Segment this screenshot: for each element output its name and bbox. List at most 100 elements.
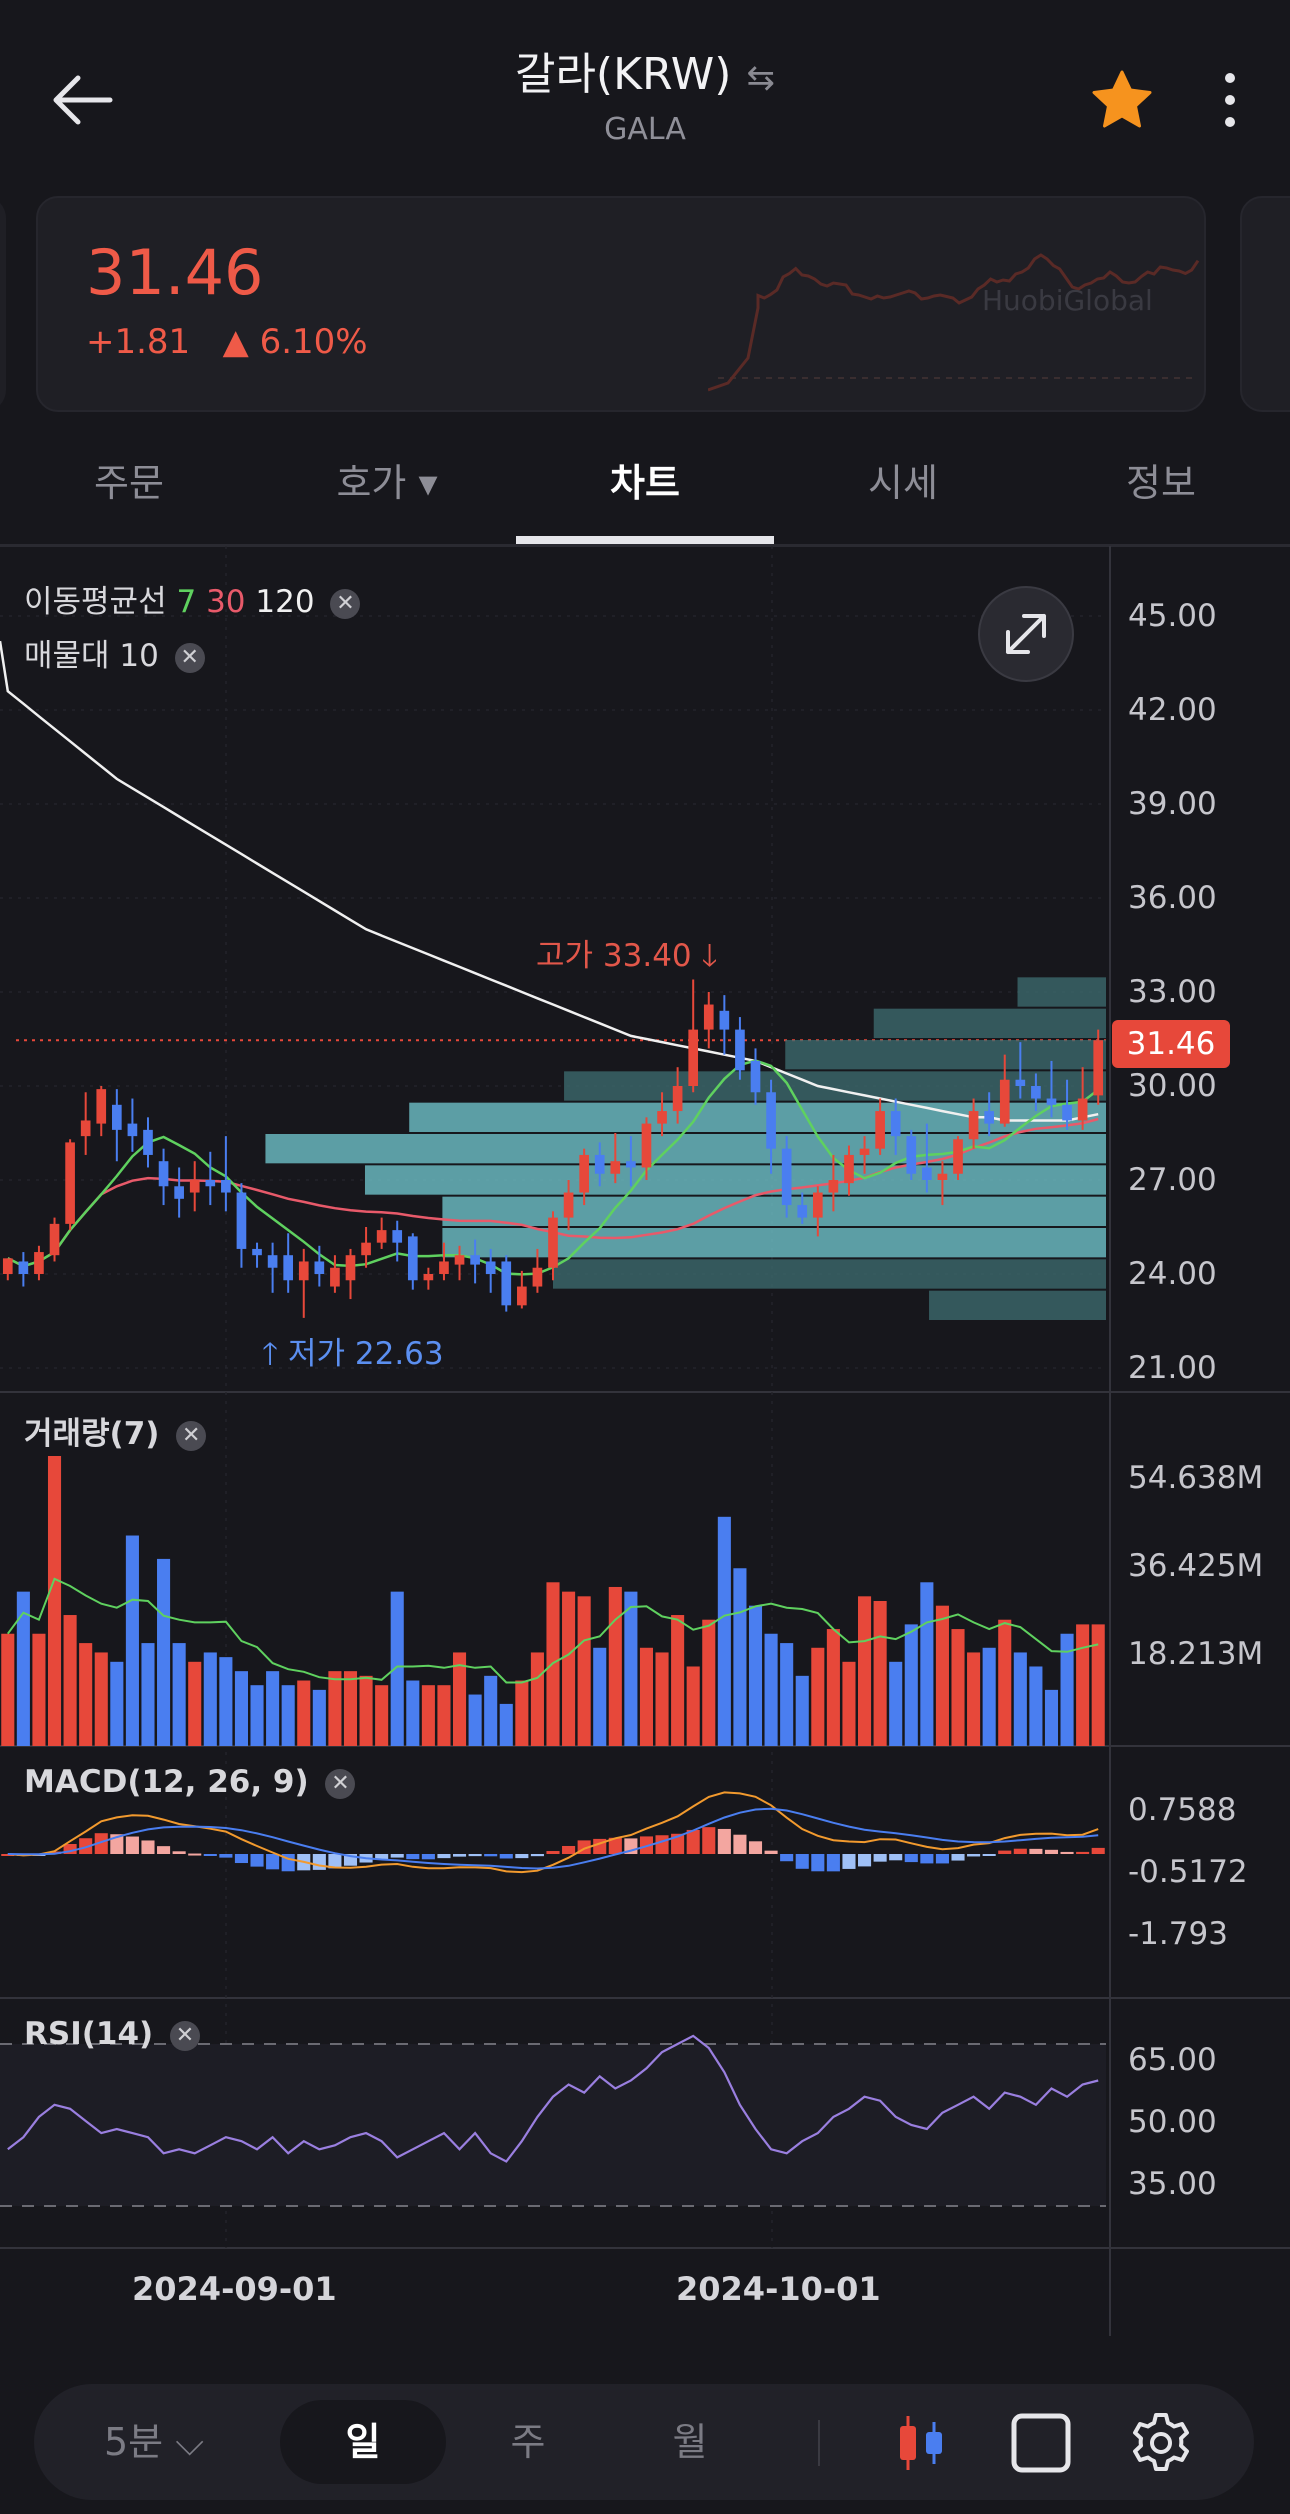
tab-bar: 주문 호가 ▾ 차트 시세 정보 <box>0 430 1290 546</box>
macd-histogram-bar <box>655 1835 669 1854</box>
candle-body <box>485 1261 496 1274</box>
candlestick-icon[interactable] <box>890 2412 952 2474</box>
back-button[interactable] <box>44 60 124 140</box>
candle-body <box>407 1236 418 1281</box>
volume-bar <box>686 1666 700 1746</box>
close-icon[interactable]: ✕ <box>174 642 205 673</box>
macd-histogram-bar <box>1029 1848 1043 1854</box>
tab-chart[interactable]: 차트 <box>610 461 680 505</box>
period-day-button[interactable]: 일 <box>280 2400 446 2484</box>
volume-bar <box>79 1643 93 1746</box>
low-label: 저가 22.63 <box>287 1336 444 1372</box>
macd-histogram-bar <box>1076 1851 1090 1854</box>
prev-card[interactable] <box>0 196 6 412</box>
macd-histogram-bar <box>842 1854 856 1869</box>
candle-body <box>314 1261 325 1274</box>
volume-profile-bar <box>442 1228 1106 1258</box>
candle-body <box>517 1286 527 1306</box>
macd-line <box>7 1791 1099 1874</box>
toolbar-divider <box>818 2420 820 2466</box>
candle-body <box>80 1120 91 1137</box>
candle-body <box>189 1180 200 1193</box>
tab-order[interactable]: 주문 <box>94 461 164 505</box>
candle-body <box>283 1255 294 1281</box>
volume-bar <box>32 1633 46 1746</box>
next-card[interactable] <box>1240 196 1290 412</box>
ma7-legend: 7 <box>176 584 197 620</box>
volume-bar <box>982 1647 996 1746</box>
tab-info[interactable]: 정보 <box>1126 461 1196 505</box>
macd-histogram-bar <box>468 1854 482 1857</box>
macd-histogram-bar <box>1091 1847 1105 1854</box>
rsi-tick: 65.00 <box>1128 2042 1217 2078</box>
candle-body <box>127 1123 138 1137</box>
macd-histogram-bar <box>935 1854 949 1864</box>
close-icon[interactable]: ✕ <box>325 1768 356 1799</box>
period-month-button[interactable]: 월 <box>672 2420 708 2464</box>
period-week-button[interactable]: 주 <box>510 2420 546 2464</box>
macd-histogram-bar <box>125 1836 139 1854</box>
candle-body <box>548 1217 558 1268</box>
change-abs: +1.81 <box>86 322 191 362</box>
volume-bar <box>593 1647 607 1746</box>
volume-bar <box>312 1689 326 1746</box>
volume-bar <box>764 1633 778 1746</box>
candle-body <box>735 1029 745 1071</box>
volume-bar <box>188 1661 202 1746</box>
candle-body <box>859 1148 870 1155</box>
rsi-tick: 35.00 <box>1128 2166 1217 2202</box>
swap-arrows-icon[interactable]: ⇆ <box>746 58 776 98</box>
candle-body <box>719 1010 730 1030</box>
sparkline <box>708 253 1200 392</box>
candle-body <box>688 1029 699 1086</box>
macd-histogram-bar <box>858 1854 872 1867</box>
volume-bar <box>1044 1689 1059 1746</box>
close-icon[interactable]: ✕ <box>176 1420 207 1451</box>
high-annotation: 고가 33.40 🡓 <box>536 930 718 986</box>
tab-market[interactable]: 시세 <box>868 461 938 505</box>
expand-icon <box>1006 614 1046 654</box>
candle-body <box>423 1274 434 1281</box>
tab-orderbook[interactable]: 호가 ▾ <box>336 461 438 505</box>
candle-body <box>454 1255 465 1265</box>
macd-histogram-bar <box>421 1854 435 1860</box>
volume-profile-bar <box>1017 977 1106 1007</box>
macd-histogram-bar <box>484 1854 498 1857</box>
favorite-button[interactable] <box>1090 68 1154 132</box>
square-icon[interactable] <box>1010 2412 1072 2474</box>
chart-area[interactable]: 이동평균선 7 30 120 ✕ 매물대 10 ✕ 거래량(7) ✕ MACD(… <box>0 546 1290 2376</box>
volume-profile-bar <box>364 1165 1107 1195</box>
volume-bar <box>920 1582 934 1746</box>
ma-legend: 이동평균선 7 30 120 ✕ <box>24 576 361 621</box>
volume-bar <box>577 1596 591 1746</box>
chart-canvas[interactable] <box>0 546 1290 2376</box>
macd-histogram-bar <box>452 1854 467 1857</box>
close-icon[interactable]: ✕ <box>330 588 361 619</box>
macd-histogram-bar <box>406 1854 420 1860</box>
volume-bar <box>172 1643 186 1746</box>
volume-bar <box>1013 1652 1027 1746</box>
more-button[interactable] <box>1210 68 1250 132</box>
more-vertical-icon <box>1225 73 1235 127</box>
gear-icon[interactable] <box>1130 2412 1192 2474</box>
macd-tick: 0.7588 <box>1128 1792 1237 1828</box>
macd-histogram-bar <box>780 1854 794 1862</box>
candle-body <box>922 1167 932 1180</box>
volume-bar <box>733 1568 747 1746</box>
candle-body <box>345 1255 356 1281</box>
current-price: 31.46 <box>86 236 264 309</box>
price-tick: 42.00 <box>1128 692 1217 728</box>
volume-bar <box>889 1661 903 1746</box>
macd-histogram-bar <box>499 1854 513 1859</box>
macd-histogram-bar <box>1044 1849 1059 1854</box>
interval-select[interactable]: 5분 ⌵ <box>103 2420 205 2464</box>
candle-body <box>766 1092 776 1149</box>
macd-histogram-bar <box>312 1854 326 1870</box>
candle-body <box>890 1111 901 1137</box>
price-card[interactable]: 31.46 +1.81 ▲ 6.10% HuobiGlobal <box>36 196 1206 412</box>
volume-bar <box>94 1652 108 1746</box>
volume-bar <box>562 1591 576 1746</box>
rsi-legend: RSI(14) ✕ <box>24 2016 201 2052</box>
expand-button[interactable] <box>978 586 1074 682</box>
close-icon[interactable]: ✕ <box>170 2020 201 2051</box>
